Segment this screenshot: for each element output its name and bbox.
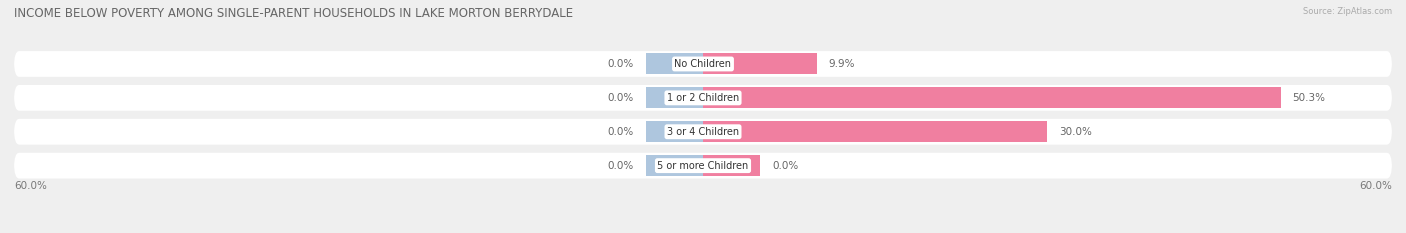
Text: 0.0%: 0.0% <box>607 93 634 103</box>
FancyBboxPatch shape <box>14 51 1392 77</box>
Text: 9.9%: 9.9% <box>828 59 855 69</box>
Bar <box>703 53 817 75</box>
Text: 3 or 4 Children: 3 or 4 Children <box>666 127 740 137</box>
Text: 1 or 2 Children: 1 or 2 Children <box>666 93 740 103</box>
Text: No Children: No Children <box>675 59 731 69</box>
Text: 5 or more Children: 5 or more Children <box>658 161 748 171</box>
FancyBboxPatch shape <box>14 153 1392 178</box>
FancyBboxPatch shape <box>14 85 1392 111</box>
Text: 60.0%: 60.0% <box>1360 181 1392 191</box>
Bar <box>645 87 703 108</box>
Bar <box>645 53 703 75</box>
Bar <box>703 155 761 176</box>
Text: 0.0%: 0.0% <box>772 161 799 171</box>
Text: 0.0%: 0.0% <box>607 161 634 171</box>
Text: 0.0%: 0.0% <box>607 127 634 137</box>
Bar <box>703 87 1281 108</box>
Text: 60.0%: 60.0% <box>14 181 46 191</box>
Bar <box>645 155 703 176</box>
Text: 30.0%: 30.0% <box>1059 127 1092 137</box>
Bar <box>703 121 1047 142</box>
Text: 50.3%: 50.3% <box>1292 93 1324 103</box>
Text: Source: ZipAtlas.com: Source: ZipAtlas.com <box>1303 7 1392 16</box>
Text: INCOME BELOW POVERTY AMONG SINGLE-PARENT HOUSEHOLDS IN LAKE MORTON BERRYDALE: INCOME BELOW POVERTY AMONG SINGLE-PARENT… <box>14 7 574 20</box>
Bar <box>645 121 703 142</box>
Text: 0.0%: 0.0% <box>607 59 634 69</box>
FancyBboxPatch shape <box>14 119 1392 145</box>
